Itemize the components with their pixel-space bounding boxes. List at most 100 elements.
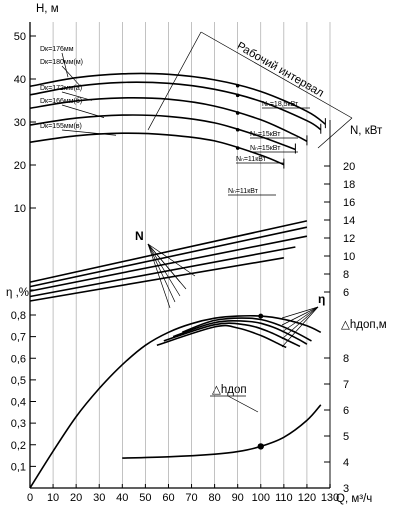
efficiency-best-point (258, 313, 264, 319)
power-label-leader (147, 243, 187, 290)
n-tick-label: 8 (343, 269, 349, 281)
npsh-curve (122, 404, 322, 459)
q-tick-label: 10 (47, 492, 59, 504)
h-tick-label: 40 (14, 74, 26, 86)
eta-tick-label: 0,1 (11, 461, 26, 473)
q-tick-label: 130 (321, 492, 339, 504)
eta-tick-label: 0,7 (11, 332, 26, 344)
head-curve-label: Dк=176мм (40, 46, 74, 53)
motor-power-label: Nₙ=11кВт (228, 188, 259, 195)
head-label-leader (61, 65, 81, 87)
efficiency-label-leader (281, 306, 319, 348)
power-curve (29, 246, 296, 298)
eta-axis-title: η ,% (6, 287, 29, 299)
motor-power-label: Nₙ=18,5кВт (262, 101, 299, 108)
working-point-marker (235, 127, 240, 132)
efficiency-label-leader (281, 306, 319, 326)
npsh-label-leader (227, 395, 259, 413)
power-series-label: N (135, 229, 144, 243)
q-tick-label: 90 (232, 492, 244, 504)
eta-tick-label: 0,6 (11, 353, 26, 365)
head-curve (29, 96, 308, 143)
q-tick-label: 120 (298, 492, 316, 504)
motor-power-label: Nₙ=15кВт (250, 131, 281, 138)
n-tick-label: 12 (343, 233, 355, 245)
head-label-leader (61, 91, 93, 101)
q-axis-title: Q, м³/ч (336, 493, 372, 505)
working-range-left-line (147, 31, 202, 131)
eta-tick-label: 0,5 (11, 375, 26, 387)
head-label-leader (61, 104, 105, 118)
head-label-leader (61, 129, 117, 136)
q-tick-label: 60 (162, 492, 174, 504)
efficiency-label-leader (281, 306, 319, 333)
n-axis-title: N, кВт (350, 125, 383, 137)
efficiency-curve (163, 322, 301, 348)
npsh-series-label: △hдоп (212, 384, 247, 396)
power-curve (29, 226, 308, 288)
q-tick-label: 50 (139, 492, 151, 504)
power-label-leader (147, 243, 176, 303)
head-curve-label: Dк=172мм(а) (40, 85, 82, 92)
head-curve (29, 114, 296, 151)
n-tick-label: 20 (343, 161, 355, 173)
npsh-tick-label: 6 (343, 405, 349, 417)
efficiency-curve (29, 314, 322, 489)
npsh-axis-title: △hдоп,м (341, 319, 387, 331)
efficiency-curve (172, 320, 308, 345)
npsh-tick-label: 5 (343, 431, 349, 443)
power-curve (29, 257, 284, 302)
q-tick-label: 100 (252, 492, 270, 504)
h-tick-label: 30 (14, 117, 26, 129)
q-tick-label: 110 (275, 492, 293, 504)
n-tick-label: 16 (343, 197, 355, 209)
q-tick-label: 20 (70, 492, 82, 504)
power-curve (29, 220, 308, 283)
head-curve (29, 81, 322, 131)
q-tick-label: 30 (93, 492, 105, 504)
power-label-leader (147, 243, 196, 277)
npsh-tick-label: 3 (343, 483, 349, 495)
n-tick-label: 10 (343, 251, 355, 263)
efficiency-curve (156, 324, 287, 349)
efficiency-series-label: η (318, 292, 325, 306)
q-tick-label: 40 (116, 492, 128, 504)
power-label-leader (147, 243, 181, 297)
head-curve-label: Dк=155мм(в) (40, 123, 82, 130)
eta-tick-label: 0,4 (11, 397, 26, 409)
working-range-arrow (200, 31, 353, 119)
npsh-design-point (257, 443, 264, 450)
motor-power-label: Nₙ=15кВт (250, 145, 281, 152)
head-curve (29, 132, 285, 166)
n-tick-label: 18 (343, 179, 355, 191)
q-tick-label: 0 (27, 492, 33, 504)
head-label-leader (61, 52, 69, 78)
power-curve (29, 235, 308, 292)
h-tick-label: 50 (14, 31, 26, 43)
motor-power-label: Nₙ=11кВт (236, 156, 267, 163)
working-point-marker (235, 93, 240, 98)
n-tick-label: 14 (343, 215, 355, 227)
h-axis-title: H, м (36, 3, 59, 15)
power-label-leader (147, 243, 171, 309)
h-tick-label: 20 (14, 160, 26, 172)
efficiency-curve (182, 317, 312, 342)
npsh-tick-label: 4 (343, 457, 349, 469)
head-curve-label: Dк=166мм(б) (40, 97, 82, 105)
working-point-marker (235, 146, 240, 150)
eta-tick-label: 0,2 (11, 440, 26, 452)
working-range-label: Рабочий интервал (235, 40, 326, 100)
efficiency-label-leader (281, 306, 319, 340)
working-point-marker (235, 83, 240, 88)
eta-tick-label: 0,8 (11, 310, 26, 322)
n-tick-label: 6 (343, 287, 349, 299)
h-tick-label: 10 (14, 203, 26, 215)
q-tick-label: 80 (208, 492, 220, 504)
npsh-tick-label: 8 (343, 353, 349, 365)
head-curve (29, 72, 326, 125)
efficiency-label-leader (281, 306, 319, 319)
head-curve-label: Dк=180мм(м) (40, 59, 83, 66)
q-tick-label: 70 (185, 492, 197, 504)
npsh-tick-label: 7 (343, 379, 349, 391)
